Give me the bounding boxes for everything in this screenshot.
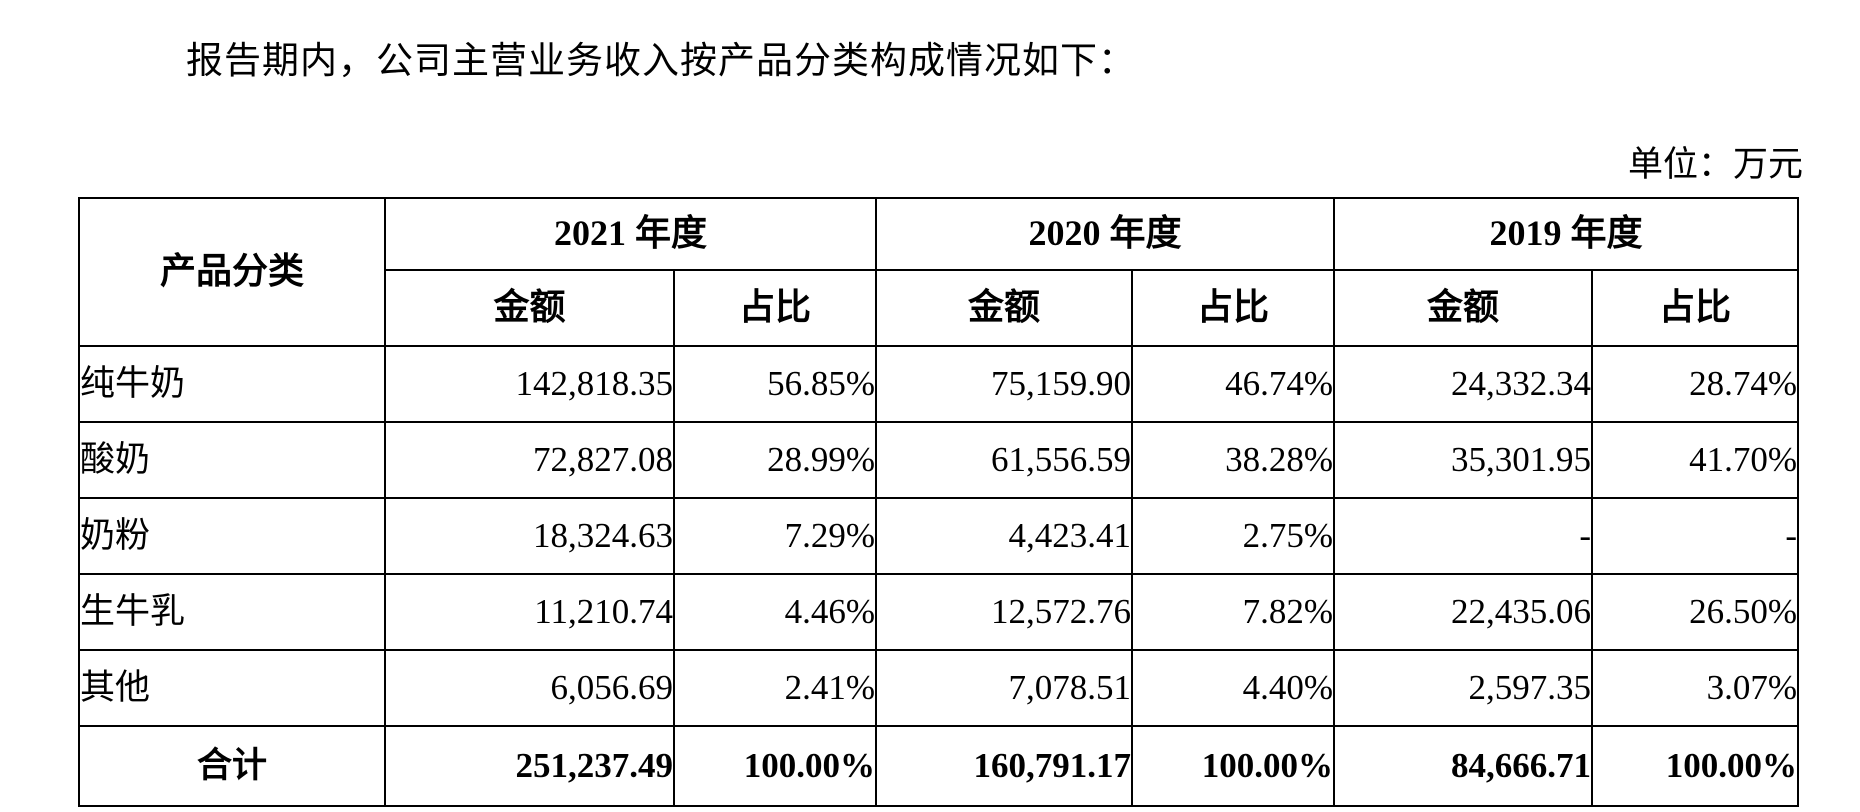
row-label: 生牛乳 [78, 573, 386, 651]
cell-amount: - [1333, 497, 1594, 575]
cell-ratio: 28.99% [672, 421, 878, 499]
cell-amount: 7,078.51 [875, 649, 1134, 727]
cell-amount: 18,324.63 [384, 497, 675, 575]
revenue-table: 产品分类 2021 年度 2020 年度 2019 年度 金额 占比 金额 占比… [78, 197, 1800, 807]
cell-ratio: 38.28% [1131, 421, 1336, 499]
cell-ratio: 28.74% [1591, 345, 1800, 423]
cell-amount: 142,818.35 [384, 345, 675, 423]
year-header-row: 产品分类 2021 年度 2020 年度 2019 年度 [78, 197, 1800, 347]
row-label: 奶粉 [78, 497, 386, 575]
cell-amount: 24,332.34 [1333, 345, 1594, 423]
cell-ratio: 26.50% [1591, 573, 1800, 651]
intro-text: 报告期内，公司主营业务收入按产品分类构成情况如下： [186, 41, 1136, 82]
header-year-2021: 2021 年度 [383, 197, 878, 271]
total-amount: 84,666.71 [1333, 725, 1594, 807]
cell-amount: 11,210.74 [384, 573, 675, 651]
cell-ratio: 41.70% [1591, 421, 1800, 499]
table-row: 纯牛奶 142,818.35 56.85% 75,159.90 46.74% 2… [78, 345, 1800, 423]
row-label: 纯牛奶 [78, 345, 386, 423]
header-year-2019: 2019 年度 [1333, 197, 1800, 271]
cell-ratio: - [1591, 497, 1800, 575]
header-ratio-2021: 占比 [672, 269, 878, 347]
cell-amount: 22,435.06 [1333, 573, 1594, 651]
cell-amount: 4,423.41 [875, 497, 1134, 575]
cell-ratio: 7.82% [1131, 573, 1336, 651]
total-ratio: 100.00% [1591, 725, 1800, 807]
header-amount-2020: 金额 [875, 269, 1134, 347]
table-row: 其他 6,056.69 2.41% 7,078.51 4.40% 2,597.3… [78, 649, 1800, 727]
cell-ratio: 3.07% [1591, 649, 1800, 727]
table-row: 酸奶 72,827.08 28.99% 61,556.59 38.28% 35,… [78, 421, 1800, 499]
total-label: 合计 [78, 725, 386, 807]
cell-amount: 75,159.90 [875, 345, 1134, 423]
header-amount-2021: 金额 [384, 269, 675, 347]
header-amount-2019: 金额 [1333, 269, 1594, 347]
cell-ratio: 2.75% [1131, 497, 1336, 575]
total-ratio: 100.00% [672, 725, 878, 807]
cell-amount: 6,056.69 [384, 649, 675, 727]
total-amount: 251,237.49 [384, 725, 675, 807]
header-year-2020: 2020 年度 [875, 197, 1336, 271]
total-ratio: 100.00% [1131, 725, 1336, 807]
header-ratio-2019: 占比 [1591, 269, 1800, 347]
cell-ratio: 46.74% [1131, 345, 1336, 423]
sub-header-row: 金额 占比 金额 占比 金额 占比 [79, 269, 1800, 347]
cell-ratio: 7.29% [672, 497, 878, 575]
cell-ratio: 56.85% [672, 345, 878, 423]
unit-label: 单位：万元 [1627, 145, 1803, 184]
cell-ratio: 4.46% [672, 573, 878, 651]
header-product-category: 产品分类 [78, 197, 386, 347]
cell-amount: 72,827.08 [384, 421, 675, 499]
cell-amount: 2,597.35 [1333, 649, 1594, 727]
row-label: 酸奶 [78, 421, 386, 499]
total-amount: 160,791.17 [875, 725, 1134, 807]
table-row: 生牛乳 11,210.74 4.46% 12,572.76 7.82% 22,4… [78, 573, 1800, 651]
cell-amount: 61,556.59 [875, 421, 1134, 499]
total-row: 合计 251,237.49 100.00% 160,791.17 100.00%… [78, 725, 1800, 807]
cell-ratio: 2.41% [672, 649, 878, 727]
table-row: 奶粉 18,324.63 7.29% 4,423.41 2.75% - - [78, 497, 1800, 575]
cell-ratio: 4.40% [1131, 649, 1336, 727]
cell-amount: 12,572.76 [875, 573, 1134, 651]
header-ratio-2020: 占比 [1131, 269, 1336, 347]
row-label: 其他 [78, 649, 386, 727]
cell-amount: 35,301.95 [1333, 421, 1594, 499]
